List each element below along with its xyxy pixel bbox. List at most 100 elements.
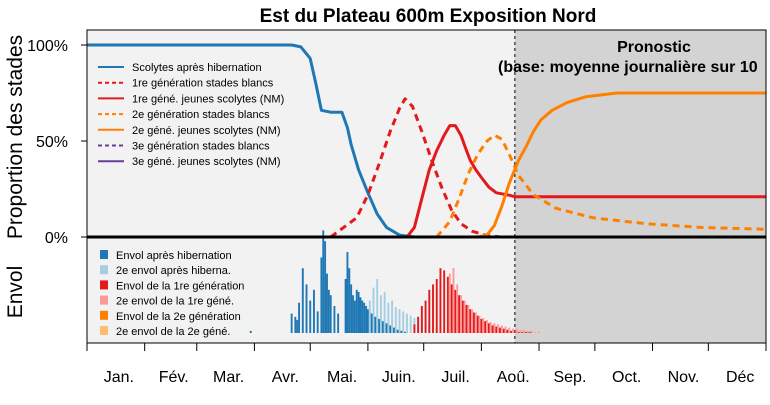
x-axis: Jan. Fév. Mar. Avr. Mai. Juin. Juil. Aoû. Sep. Oc… xyxy=(86,343,767,386)
forecast-label: Pronostic xyxy=(617,39,691,56)
flight-bar xyxy=(463,300,466,333)
legend-label: 3e géné. jeunes scolytes (NM) xyxy=(132,156,281,168)
chart-title: Est du Plateau 600m Exposition Nord xyxy=(260,6,597,27)
legend-stages: Scolytes après hibernation 1re génération… xyxy=(98,62,284,168)
legend-label: Scolytes après hibernation xyxy=(132,62,262,74)
legend-label: 2e envol de la 1re géné. xyxy=(116,296,234,308)
x-tick-label: Juin. xyxy=(382,369,416,386)
flight-bar xyxy=(424,300,427,333)
flight-bar xyxy=(396,329,399,333)
flight-bar xyxy=(385,323,388,333)
flight-bar xyxy=(513,330,516,333)
flight-bar xyxy=(474,312,477,333)
flight-bar xyxy=(495,326,498,333)
flight-bar xyxy=(502,328,505,333)
flight-bar xyxy=(448,273,451,333)
y-tick-label: 100% xyxy=(27,38,68,55)
flight-bar xyxy=(370,313,373,333)
flight-bar xyxy=(476,315,479,333)
flight-bar xyxy=(329,295,332,333)
forecast-sublabel: (base: moyenne journalière sur 10 xyxy=(498,59,758,76)
flight-bar xyxy=(413,324,416,333)
flight-bar xyxy=(400,330,403,333)
flight-bar xyxy=(301,268,304,333)
flight-bar xyxy=(346,252,349,333)
flight-bar xyxy=(383,291,386,333)
y-axis-label-bottom: Envol xyxy=(4,266,27,319)
flight-bar xyxy=(432,284,434,333)
flight-bar xyxy=(500,325,503,333)
flight-bar xyxy=(472,312,475,333)
flight-bar xyxy=(510,330,513,333)
flight-bar xyxy=(517,331,520,333)
y-axis-label-top: Proportion des stades xyxy=(4,35,27,239)
flight-bar xyxy=(459,295,462,333)
flight-bar xyxy=(313,289,315,333)
flight-bar xyxy=(398,309,401,333)
flight-bar xyxy=(326,273,328,333)
x-tick-label: Fév. xyxy=(159,369,189,386)
flight-bar xyxy=(482,317,485,333)
flight-bar xyxy=(378,318,381,333)
x-tick-label: Oct. xyxy=(612,369,641,386)
flight-bar xyxy=(443,270,446,333)
flight-bar xyxy=(458,295,461,333)
legend-label: 2e envol après hiberna. xyxy=(116,265,231,277)
x-tick-label: Sep. xyxy=(553,369,586,386)
flight-bar xyxy=(465,304,468,333)
flight-bar xyxy=(316,311,319,333)
flight-bar xyxy=(389,325,392,333)
flight-bar xyxy=(499,327,501,333)
x-tick-label: Juil. xyxy=(441,369,469,386)
flight-bar xyxy=(290,313,293,333)
flight-bar xyxy=(387,302,390,333)
flight-bar xyxy=(379,295,382,333)
flight-bar xyxy=(337,313,340,333)
legend-label: 3e génération stades blancs xyxy=(132,141,270,153)
flight-bar xyxy=(456,284,459,333)
flight-bar xyxy=(487,323,490,333)
flight-bar xyxy=(363,302,366,333)
flight-bar xyxy=(404,331,407,333)
x-tick-label: Nov. xyxy=(668,369,700,386)
flight-bar xyxy=(365,306,367,333)
flight-bar xyxy=(452,268,455,333)
series-line xyxy=(477,91,766,239)
flight-bar xyxy=(530,330,533,333)
series-line xyxy=(405,124,766,238)
flight-bar xyxy=(372,287,375,333)
flight-bar xyxy=(478,315,481,333)
legend-label: 2e envol de la 2e géné. xyxy=(116,326,230,338)
series-line xyxy=(435,133,767,238)
flight-bar xyxy=(417,316,420,333)
flight-bar xyxy=(324,241,327,333)
flight-bar xyxy=(519,329,522,333)
flight-bar xyxy=(461,300,464,333)
flight-bar xyxy=(322,230,325,333)
flight-bar xyxy=(374,316,377,333)
flight-bar xyxy=(538,331,540,333)
flight-bar xyxy=(305,284,308,333)
flight-bar xyxy=(359,297,362,333)
legend-swatch xyxy=(100,265,108,275)
flight-bar xyxy=(454,289,457,333)
x-tick-label: Mar. xyxy=(213,369,244,386)
legend-label: 2e géné. jeunes scolytes (NM) xyxy=(132,125,281,137)
flight-bar xyxy=(402,311,405,333)
y-ticks: 100% 50% 0% xyxy=(27,38,87,247)
x-tick-label: Aoû. xyxy=(497,369,530,386)
x-tick-label: Déc xyxy=(726,369,754,386)
flight-bar xyxy=(394,307,397,333)
flight-bar xyxy=(480,318,483,333)
flight-bar xyxy=(355,289,358,333)
flight-bar xyxy=(512,328,514,333)
legend-swatch xyxy=(100,280,108,290)
flight-bar xyxy=(352,295,354,333)
legend-label: Envol de la 1re génération xyxy=(116,280,244,292)
legend-swatch xyxy=(100,250,108,259)
legend-swatch xyxy=(100,295,108,305)
flight-bar xyxy=(327,289,330,333)
flight-bar xyxy=(491,325,494,333)
flight-bar xyxy=(471,309,474,333)
